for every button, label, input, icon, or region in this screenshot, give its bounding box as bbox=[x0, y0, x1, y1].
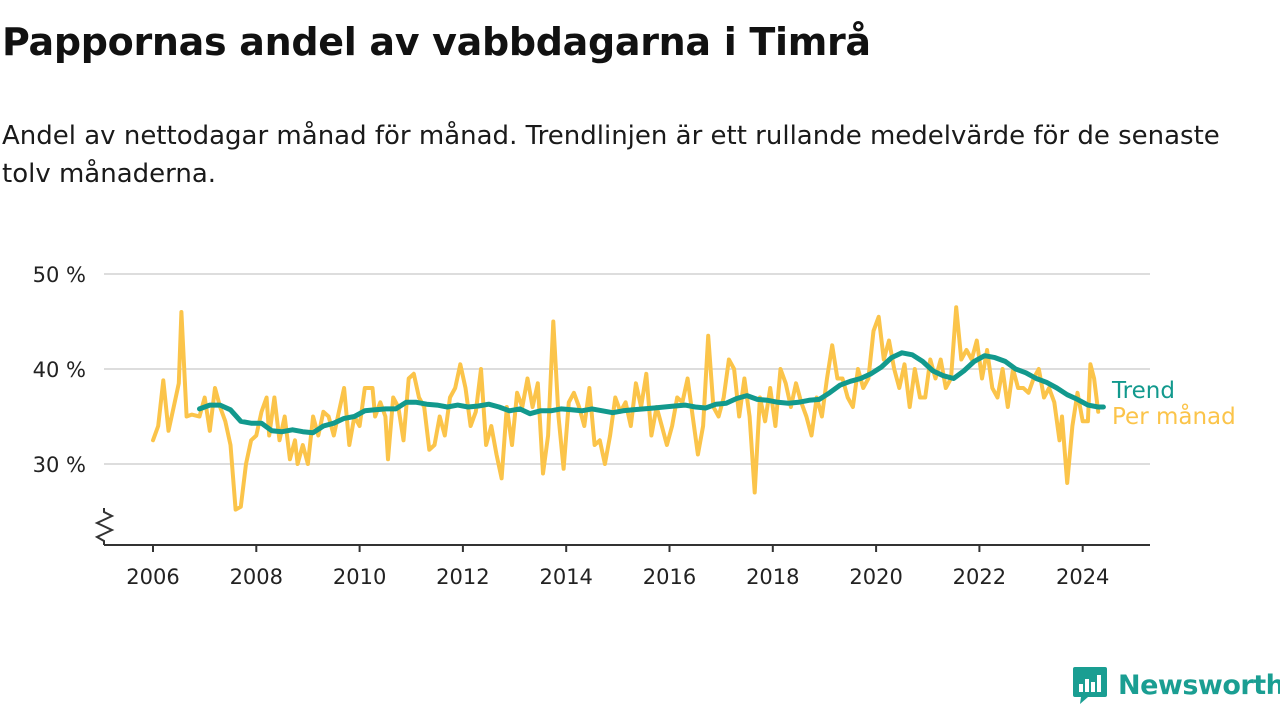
trend-series-line bbox=[197, 350, 1106, 436]
x-axis: 2006 2008 2010 2012 2014 2016 2018 2020 2022 2024 bbox=[94, 508, 1150, 589]
legend-label: Per månad bbox=[1112, 402, 1236, 430]
x-tick-label: 2020 bbox=[849, 565, 902, 589]
x-tick-label: 2022 bbox=[953, 565, 1006, 589]
monthly-series-line bbox=[151, 305, 1101, 512]
newsworthy-logo-icon bbox=[1073, 667, 1107, 704]
x-tick-label: 2012 bbox=[436, 565, 489, 589]
y-tick-label: 50 % bbox=[33, 263, 86, 287]
y-tick-label: 30 % bbox=[33, 453, 86, 477]
x-tick-label: 2014 bbox=[539, 565, 592, 589]
series-lines bbox=[151, 305, 1106, 512]
axis-break-icon bbox=[94, 508, 115, 545]
brand-name: Newsworthy bbox=[1118, 669, 1280, 701]
x-tick-label: 2008 bbox=[230, 565, 283, 589]
legend-label: Trend bbox=[1111, 378, 1175, 404]
gridlines bbox=[104, 273, 1150, 465]
x-tick-label: 2024 bbox=[1056, 565, 1109, 589]
chart-title: Pappornas andel av vabbdagarna i Timrå bbox=[2, 20, 871, 64]
x-tick-label: 2006 bbox=[126, 565, 179, 589]
y-tick-label: 40 % bbox=[33, 358, 86, 382]
x-tick-label: 2010 bbox=[333, 565, 386, 589]
newsworthy-brand[interactable]: Newsworthy bbox=[1072, 664, 1280, 706]
y-axis-tick-labels: 30 % 40 % 50 % bbox=[33, 263, 86, 477]
x-tick-label: 2016 bbox=[643, 565, 696, 589]
chart-subtitle: Andel av nettodagar månad för månad. Tre… bbox=[2, 121, 1220, 189]
x-tick-label: 2018 bbox=[746, 565, 799, 589]
